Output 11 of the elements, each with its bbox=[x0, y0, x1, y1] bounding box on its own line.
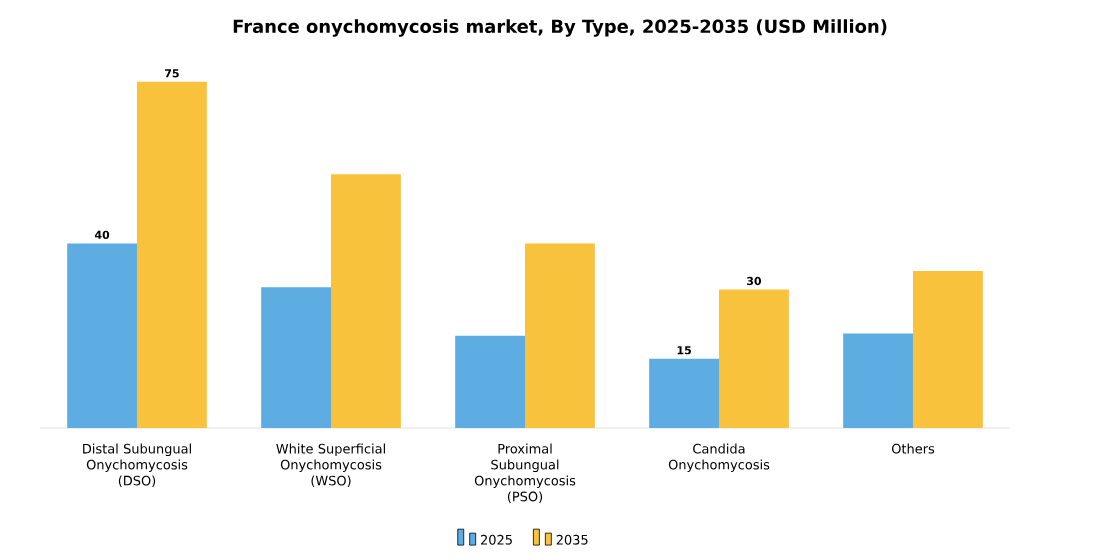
bar bbox=[525, 243, 595, 428]
bar bbox=[913, 271, 983, 428]
bar bbox=[455, 335, 525, 428]
bar bbox=[649, 358, 720, 428]
bar bbox=[719, 289, 789, 428]
bar bbox=[261, 287, 331, 428]
bar bbox=[67, 243, 137, 428]
chart-title: France onychomycosis market, By Type, 2025-2035 (USD Million) bbox=[233, 19, 887, 37]
bar bbox=[843, 333, 914, 428]
bar bbox=[331, 174, 401, 428]
bar bbox=[137, 81, 207, 428]
